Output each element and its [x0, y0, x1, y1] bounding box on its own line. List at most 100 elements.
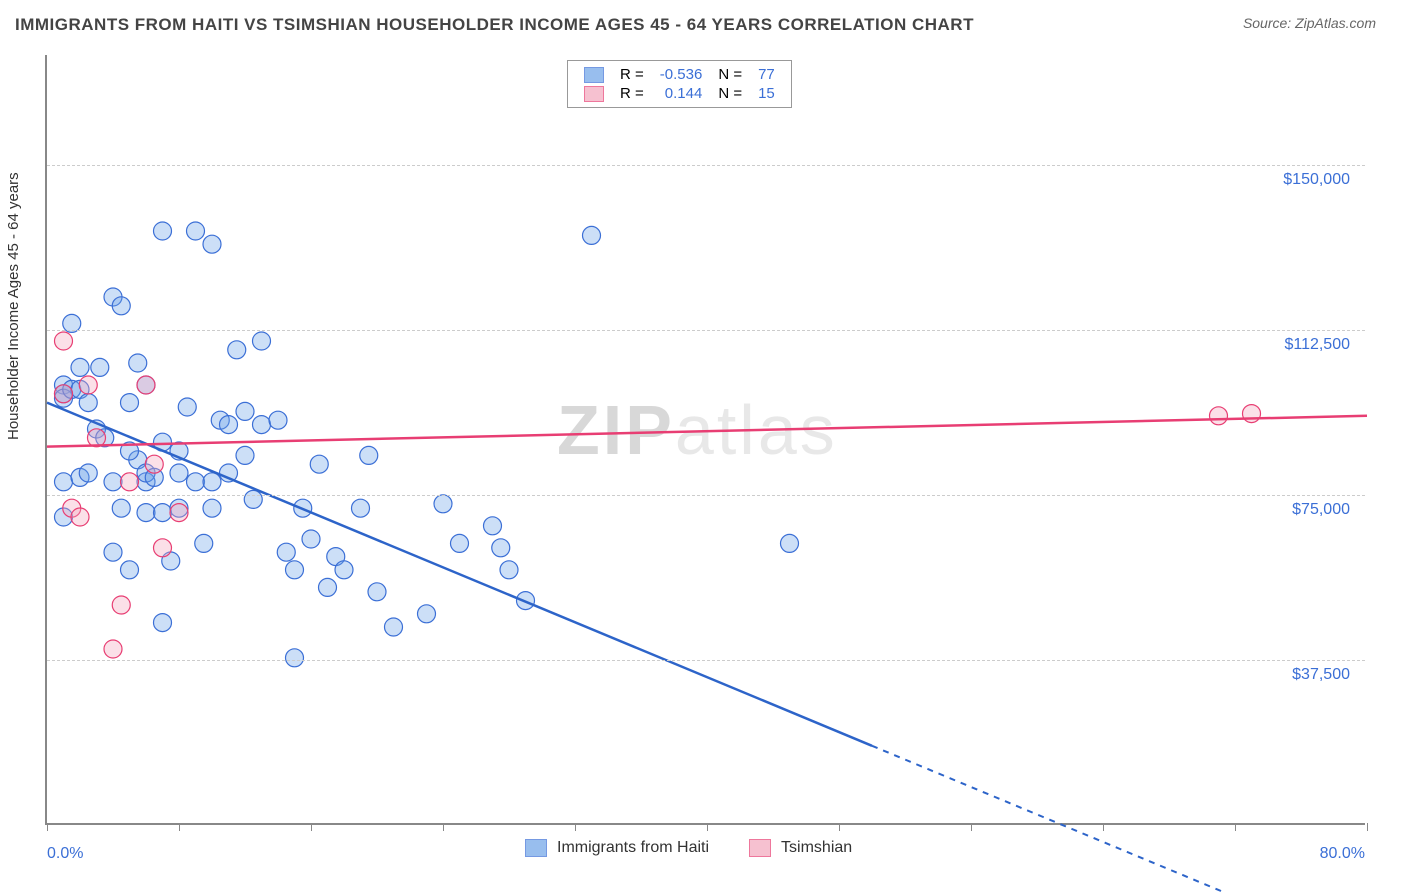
- data-point: [79, 394, 97, 412]
- trend-line: [47, 403, 872, 746]
- y-tick-label: $112,500: [1284, 336, 1350, 354]
- data-point: [236, 402, 254, 420]
- data-point: [104, 543, 122, 561]
- data-point: [154, 222, 172, 240]
- legend-swatch: [749, 839, 771, 857]
- data-point: [220, 416, 238, 434]
- data-point: [187, 222, 205, 240]
- data-point: [781, 534, 799, 552]
- chart-source: Source: ZipAtlas.com: [1243, 15, 1376, 31]
- legend-N-value: 77: [750, 65, 783, 84]
- data-point: [385, 618, 403, 636]
- data-point: [104, 640, 122, 658]
- x-tick: [443, 823, 444, 831]
- data-point: [55, 385, 73, 403]
- x-tick: [971, 823, 972, 831]
- data-point: [121, 394, 139, 412]
- data-point: [187, 473, 205, 491]
- data-point: [154, 614, 172, 632]
- x-tick: [47, 823, 48, 831]
- data-point: [451, 534, 469, 552]
- data-point: [583, 226, 601, 244]
- data-point: [91, 358, 109, 376]
- gridline-h: [47, 495, 1365, 496]
- gridline-h: [47, 660, 1365, 661]
- data-point: [112, 297, 130, 315]
- data-point: [1210, 407, 1228, 425]
- data-point: [360, 446, 378, 464]
- scatter-svg: [47, 55, 1367, 825]
- data-point: [302, 530, 320, 548]
- data-point: [368, 583, 386, 601]
- data-point: [203, 473, 221, 491]
- data-point: [484, 517, 502, 535]
- gridline-h: [47, 330, 1365, 331]
- data-point: [71, 358, 89, 376]
- data-point: [154, 504, 172, 522]
- legend-R-label: R =: [612, 84, 652, 103]
- data-point: [104, 473, 122, 491]
- data-point: [500, 561, 518, 579]
- legend-N-label: N =: [710, 65, 750, 84]
- legend-swatch: [525, 839, 547, 857]
- data-point: [253, 416, 271, 434]
- data-point: [1243, 405, 1261, 423]
- data-point: [352, 499, 370, 517]
- data-point: [71, 508, 89, 526]
- x-tick: [311, 823, 312, 831]
- x-tick: [179, 823, 180, 831]
- data-point: [121, 473, 139, 491]
- data-point: [269, 411, 287, 429]
- legend-swatch: [584, 67, 604, 83]
- data-point: [154, 539, 172, 557]
- data-point: [228, 341, 246, 359]
- y-tick-label: $150,000: [1283, 171, 1350, 189]
- data-point: [286, 561, 304, 579]
- x-axis-end-label: 80.0%: [1320, 845, 1365, 863]
- data-point: [203, 235, 221, 253]
- x-tick: [707, 823, 708, 831]
- data-point: [137, 376, 155, 394]
- data-point: [203, 499, 221, 517]
- legend-swatch: [584, 86, 604, 102]
- x-tick: [1235, 823, 1236, 831]
- legend-N-value: 15: [750, 84, 783, 103]
- data-point: [286, 649, 304, 667]
- data-point: [319, 578, 337, 596]
- chart-title: IMMIGRANTS FROM HAITI VS TSIMSHIAN HOUSE…: [15, 15, 974, 35]
- data-point: [335, 561, 353, 579]
- legend-R-label: R =: [612, 65, 652, 84]
- x-tick: [1367, 823, 1368, 831]
- legend-R-value: -0.536: [652, 65, 711, 84]
- data-point: [170, 464, 188, 482]
- trend-line-extrapolation: [872, 746, 1367, 892]
- data-point: [277, 543, 295, 561]
- data-point: [137, 504, 155, 522]
- gridline-h: [47, 165, 1365, 166]
- data-point: [236, 446, 254, 464]
- legend-N-label: N =: [710, 84, 750, 103]
- data-point: [418, 605, 436, 623]
- data-point: [145, 455, 163, 473]
- data-point: [178, 398, 196, 416]
- legend-correlation-box: R =-0.536N =77 R =0.144N =15: [567, 60, 792, 108]
- data-point: [129, 354, 147, 372]
- data-point: [195, 534, 213, 552]
- legend-R-value: 0.144: [652, 84, 711, 103]
- data-point: [434, 495, 452, 513]
- data-point: [79, 464, 97, 482]
- chart-container: IMMIGRANTS FROM HAITI VS TSIMSHIAN HOUSE…: [0, 0, 1406, 892]
- x-tick: [839, 823, 840, 831]
- plot-area: ZIPatlas R =-0.536N =77R =0.144N =15 $37…: [45, 55, 1365, 825]
- x-tick: [575, 823, 576, 831]
- x-tick: [1103, 823, 1104, 831]
- y-tick-label: $75,000: [1292, 501, 1350, 519]
- data-point: [170, 504, 188, 522]
- data-point: [253, 332, 271, 350]
- data-point: [121, 561, 139, 579]
- data-point: [492, 539, 510, 557]
- data-point: [112, 499, 130, 517]
- data-point: [112, 596, 130, 614]
- x-axis-start-label: 0.0%: [47, 845, 83, 863]
- legend-series-label: Tsimshian: [781, 839, 852, 857]
